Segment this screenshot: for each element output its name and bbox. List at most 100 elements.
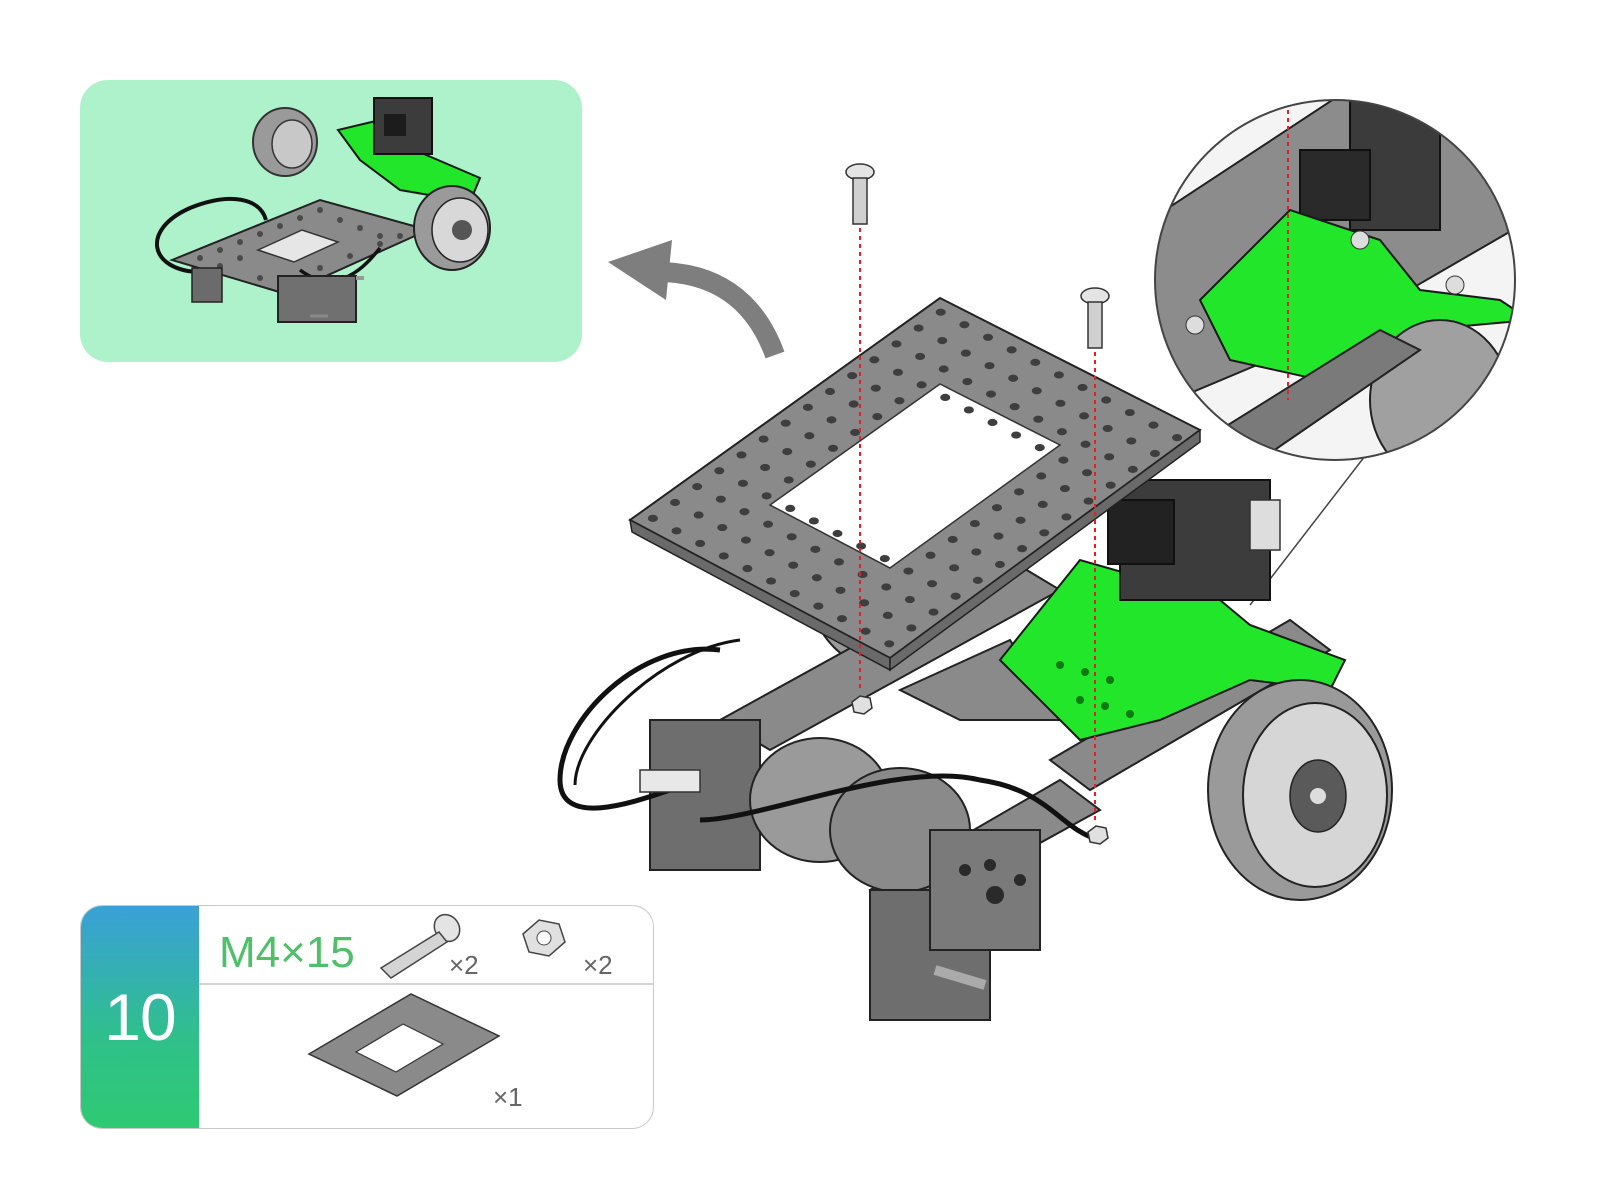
plate-hole	[1080, 440, 1091, 448]
plate-hole	[833, 558, 844, 566]
plate-hole	[847, 372, 858, 380]
plate-hole	[1009, 403, 1020, 411]
plate-hole	[1015, 516, 1026, 524]
plate-hole	[882, 611, 893, 619]
plate-hole	[740, 536, 751, 544]
plate-hole	[1148, 421, 1159, 429]
plate-hole	[856, 542, 867, 550]
plate-hole	[906, 624, 917, 632]
plate-hole	[848, 400, 859, 408]
plate-hole	[1037, 500, 1048, 508]
plate-hole	[991, 504, 1002, 512]
plate-hole	[695, 539, 706, 548]
parts-list-panel: 10 M4×15 ×2 ×2 ×1	[80, 905, 654, 1129]
plate-hole	[969, 519, 980, 528]
preview-assembly-illustration	[155, 97, 491, 323]
plate-hole	[972, 576, 983, 584]
plate-hole	[1104, 453, 1115, 461]
plate-hole	[904, 595, 915, 604]
plate-hole	[785, 504, 796, 513]
plate-hole	[826, 416, 837, 424]
plate-hole	[916, 381, 927, 389]
plate-hole	[1127, 465, 1138, 473]
plate-hole	[828, 444, 839, 452]
plate-hole	[789, 590, 800, 598]
plate-hole	[960, 349, 971, 357]
plate-hole	[860, 627, 871, 635]
plate-hole	[1030, 358, 1041, 366]
plate-hole	[670, 498, 681, 507]
plate-hole	[938, 365, 949, 373]
plate-hole	[1059, 484, 1070, 493]
plate-hole	[859, 599, 870, 607]
plate-hole	[1055, 399, 1066, 407]
plate-hole	[927, 580, 938, 588]
plate-hole	[786, 533, 797, 541]
flip-arrow-icon	[608, 240, 785, 359]
plate-hole	[761, 492, 772, 500]
plate-hole	[869, 356, 880, 364]
plate-hole	[935, 308, 946, 316]
plate-hole	[1033, 415, 1044, 423]
plate-hole	[763, 520, 774, 528]
screw-icon	[379, 913, 461, 979]
plate-hole	[714, 467, 725, 475]
step-number: 10	[104, 980, 176, 1054]
plate-hole	[1056, 428, 1067, 436]
plate-hole	[872, 412, 883, 421]
plate-hole	[950, 592, 961, 600]
plate-hole	[1008, 374, 1019, 382]
plate-hole	[1082, 469, 1093, 477]
screw-icon	[845, 163, 875, 225]
nut-icon	[1087, 825, 1109, 845]
plate-hole	[810, 545, 821, 553]
plate-hole	[884, 640, 895, 648]
plate-hole	[892, 368, 903, 376]
plate-hole	[737, 479, 748, 487]
nut-qty: ×2	[583, 950, 613, 980]
plate-hole	[693, 511, 704, 519]
plate-hole	[836, 615, 847, 623]
plate-hole	[1061, 513, 1072, 521]
plate-hole	[766, 577, 777, 585]
plate-hole	[1102, 424, 1113, 433]
plate-hole	[1031, 387, 1042, 395]
plate-hole	[802, 403, 813, 411]
step-badge: 10	[81, 906, 199, 1128]
plate-hole	[764, 549, 775, 557]
plate-hole	[894, 397, 905, 405]
plate-hole	[994, 560, 1005, 569]
nut-icon	[851, 695, 873, 715]
preview-panel	[80, 80, 582, 362]
plate-hole	[782, 448, 793, 456]
plate-icon	[307, 993, 501, 1097]
plate-hole	[1101, 396, 1112, 404]
plate-hole	[881, 583, 892, 591]
plate-hole	[959, 321, 970, 329]
plate-hole	[1034, 443, 1045, 452]
plate-hole	[783, 476, 794, 484]
plate-hole	[1014, 488, 1025, 496]
plate-hole	[993, 532, 1004, 540]
magnifier-callout	[1154, 99, 1516, 606]
parts-divider	[199, 983, 653, 985]
plate-hole	[788, 561, 799, 569]
plate-qty: ×1	[493, 1082, 523, 1112]
plate-hole	[1017, 545, 1028, 553]
screw-part-name: M4×15	[219, 928, 355, 977]
plate-hole	[1053, 371, 1064, 379]
plate-hole	[1077, 383, 1088, 392]
plate-hole	[692, 483, 703, 491]
plate-hole	[832, 529, 843, 538]
plate-hole	[1036, 472, 1047, 480]
plate-hole	[987, 418, 998, 427]
plate-hole	[925, 551, 936, 559]
plate-hole	[1006, 346, 1017, 354]
plate-hole	[971, 548, 982, 556]
plate-hole	[742, 564, 753, 573]
plate-hole	[811, 574, 822, 582]
plate-hole	[1124, 408, 1135, 417]
plate-hole	[1172, 434, 1183, 442]
plate-hole	[717, 523, 728, 532]
